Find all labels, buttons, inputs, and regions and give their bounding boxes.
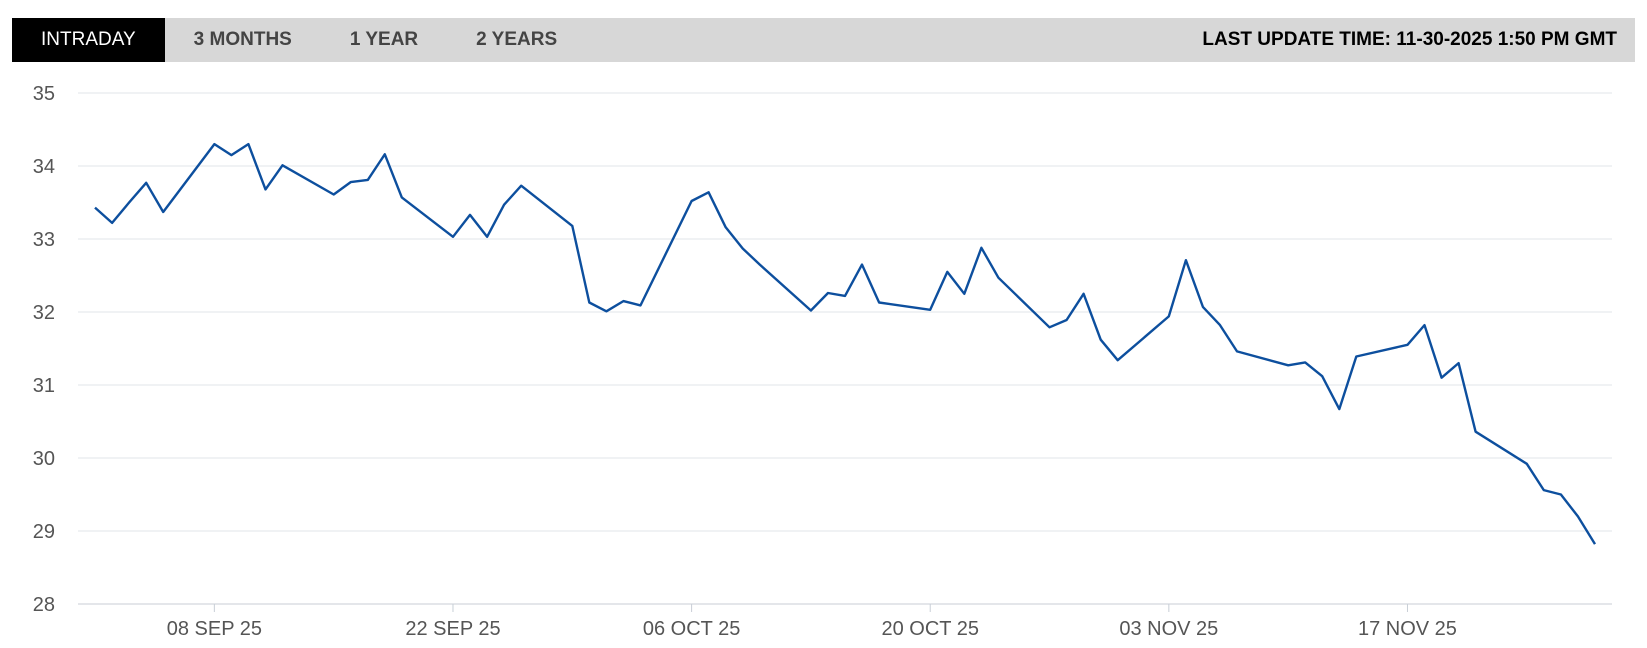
- y-tick-label: 35: [33, 83, 55, 105]
- range-tab[interactable]: INTRADAY: [12, 18, 165, 62]
- toolbar: INTRADAY 3 MONTHS 1 YEAR 2 YEARS LAST UPDATE…: [12, 18, 1635, 62]
- range-tab[interactable]: 2 YEARS: [476, 29, 558, 50]
- y-tick-label: 30: [33, 448, 55, 470]
- y-tick-label: 29: [33, 521, 55, 543]
- x-tick-label: 03 NOV 25: [1119, 618, 1218, 640]
- y-tick-label: 34: [33, 156, 55, 178]
- x-tick-label: 20 OCT 25: [881, 618, 978, 640]
- y-tick-label: 32: [33, 302, 55, 324]
- y-tick-label: 33: [33, 229, 55, 251]
- y-tick-label: 31: [33, 375, 55, 397]
- range-tab[interactable]: 3 MONTHS: [193, 29, 292, 50]
- x-tick-label: 08 SEP 25: [167, 618, 262, 640]
- last-update: LAST UPDATE TIME: 11-30-2025 1:50 PM GMT: [1202, 29, 1617, 50]
- x-tick-label: 06 OCT 25: [643, 618, 740, 640]
- range-tab[interactable]: 1 YEAR: [349, 29, 419, 50]
- y-tick-label: 28: [33, 594, 55, 616]
- x-tick-label: 22 SEP 25: [405, 618, 500, 640]
- price-line: [94, 142, 1597, 545]
- x-tick-label: 17 NOV 25: [1358, 618, 1457, 640]
